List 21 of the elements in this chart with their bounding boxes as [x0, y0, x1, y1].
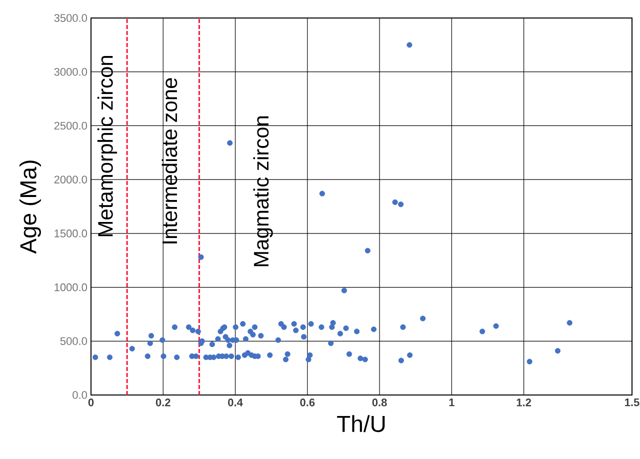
x-tick-label: 1.2: [516, 398, 532, 406]
y-tick-label: 0.0: [72, 391, 88, 399]
annotation: Magmatic zircon: [253, 116, 273, 266]
y-axis-title: Age (Ma): [20, 160, 41, 254]
x-tick-label: 0.8: [372, 398, 387, 406]
x-tick-label: 1.5: [625, 398, 640, 406]
y-tick-label: 500.0: [60, 337, 88, 346]
x-tick-label: 0.2: [156, 398, 170, 406]
y-tick-label: 1000.0: [54, 283, 88, 292]
y-tick-label: 3000.0: [54, 68, 88, 76]
y-tick-label: 2000.0: [54, 176, 88, 184]
y-tick-label: 2500.0: [54, 122, 88, 130]
x-axis-title: Th/U: [337, 415, 385, 432]
x-tick-label: 1: [449, 398, 454, 406]
y-tick-label: 1500.0: [54, 230, 88, 238]
annotation: Intermediate zone: [162, 78, 178, 244]
x-tick-label: 0.6: [300, 398, 315, 406]
y-tick-label: 3500.0: [54, 14, 88, 22]
x-tick-label: 0.4: [228, 398, 243, 406]
x-tick-label: 0: [88, 398, 94, 406]
annotation: Metamorphic zircon: [97, 56, 118, 236]
